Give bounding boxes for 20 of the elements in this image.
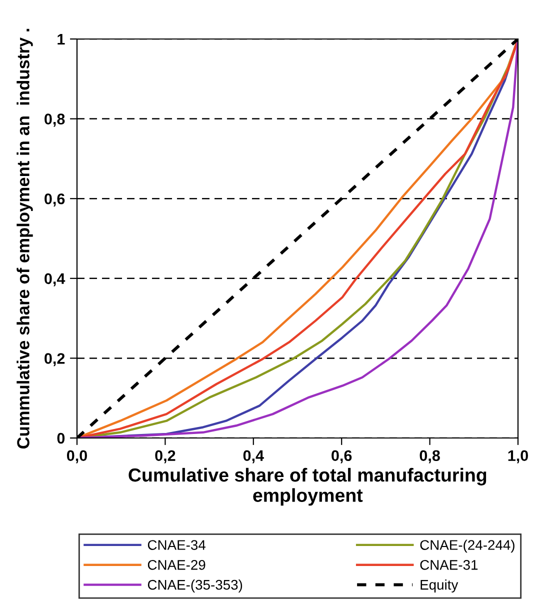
x-tick-label: 0,8 bbox=[420, 450, 440, 464]
y-tick-label: 0,2 bbox=[44, 353, 65, 366]
x-tick-label: 0,4 bbox=[243, 450, 264, 464]
legend-label: CNAE-34 bbox=[148, 540, 206, 550]
x-axis-title: Cumulative share of total manufacturing employment bbox=[128, 468, 486, 506]
x-tick-label: 1,0 bbox=[508, 450, 528, 464]
legend-label: CNAE-31 bbox=[420, 560, 478, 570]
legend-label: CNAE-(24-244) bbox=[420, 540, 514, 553]
y-tick-label: 0 bbox=[57, 432, 65, 444]
y-tick-label: 0,4 bbox=[44, 273, 66, 286]
y-axis-title: Cummulative share of employment in an industry . bbox=[16, 28, 33, 449]
legend-label: CNAE-(35-353) bbox=[148, 580, 242, 592]
x-tick-label: 0,0 bbox=[66, 450, 87, 464]
y-tick-label: 0,6 bbox=[44, 193, 65, 206]
y-tick-label: 1 bbox=[58, 34, 65, 45]
x-tick-label: 0,6 bbox=[332, 450, 352, 464]
y-tick-label: 0,8 bbox=[44, 114, 65, 127]
legend-label: Equity bbox=[420, 580, 458, 592]
legend-label: CNAE-29 bbox=[148, 560, 206, 570]
x-tick-label: 0,2 bbox=[155, 450, 176, 464]
